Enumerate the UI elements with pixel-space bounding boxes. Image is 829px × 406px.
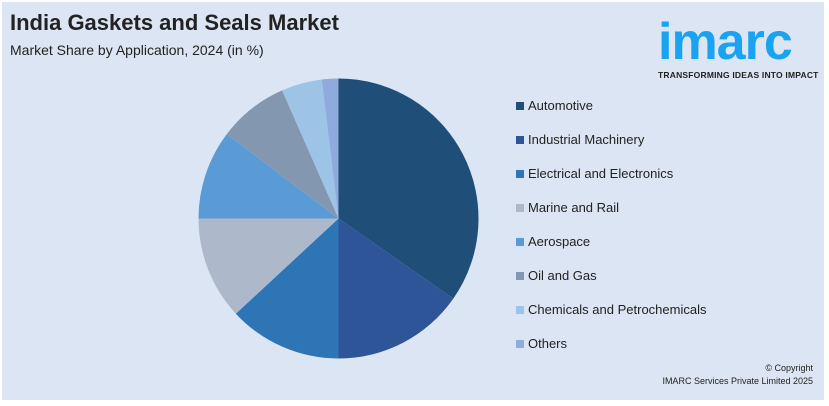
pie-slice-aerospace xyxy=(198,134,339,219)
legend-item: Automotive xyxy=(516,98,706,132)
legend-label: Others xyxy=(528,336,568,351)
legend-item: Industrial Machinery xyxy=(516,132,706,166)
legend-label: Oil and Gas xyxy=(528,268,597,283)
copyright-line1: © Copyright xyxy=(765,363,813,373)
legend-label: Aerospace xyxy=(528,234,591,249)
copyright: © Copyright IMARC Services Private Limit… xyxy=(662,362,813,388)
legend-item: Aerospace xyxy=(516,234,706,268)
pie-slice-marine-and-rail xyxy=(198,218,339,314)
pie-slice-chemicals-and-petrochemicals xyxy=(282,79,339,219)
chart-title: India Gaskets and Seals Market xyxy=(10,10,339,35)
legend-label: Chemicals and Petrochemicals xyxy=(528,302,707,317)
legend-label: Industrial Machinery xyxy=(528,132,645,147)
legend-label: Marine and Rail xyxy=(528,200,620,215)
chart-subtitle: Market Share by Application, 2024 (in %) xyxy=(10,42,264,58)
pie-slice-oil-and-gas xyxy=(226,90,339,219)
legend-item: Electrical and Electronics xyxy=(516,166,706,200)
legend-label: Electrical and Electronics xyxy=(528,166,674,181)
logo-tagline: TRANSFORMING IDEAS INTO IMPACT xyxy=(658,70,819,80)
legend-swatch xyxy=(516,272,524,280)
legend-swatch xyxy=(516,204,524,212)
pie-slice-others xyxy=(321,78,339,219)
pie-slice-industrial-machinery xyxy=(338,218,454,359)
logo-wordmark: imarc xyxy=(658,13,793,71)
legend: Automotive Industrial Machinery Electrical… xyxy=(516,98,706,370)
legend-swatch xyxy=(516,306,524,314)
legend-swatch xyxy=(516,340,524,348)
legend-swatch xyxy=(516,102,524,110)
pie-slice-electrical-and-electronics xyxy=(235,218,339,359)
pie-slice-automotive xyxy=(338,78,479,299)
legend-label: Automotive xyxy=(528,98,594,113)
legend-swatch xyxy=(516,136,524,144)
copyright-line2: IMARC Services Private Limited 2025 xyxy=(662,376,813,386)
imarc-logo: imarc TRANSFORMING IDEAS INTO IMPACT xyxy=(658,10,818,80)
legend-item: Marine and Rail xyxy=(516,200,706,234)
legend-swatch xyxy=(516,170,524,178)
legend-item: Chemicals and Petrochemicals xyxy=(516,302,706,336)
legend-swatch xyxy=(516,238,524,246)
legend-item: Others xyxy=(516,336,706,370)
legend-item: Oil and Gas xyxy=(516,268,706,302)
